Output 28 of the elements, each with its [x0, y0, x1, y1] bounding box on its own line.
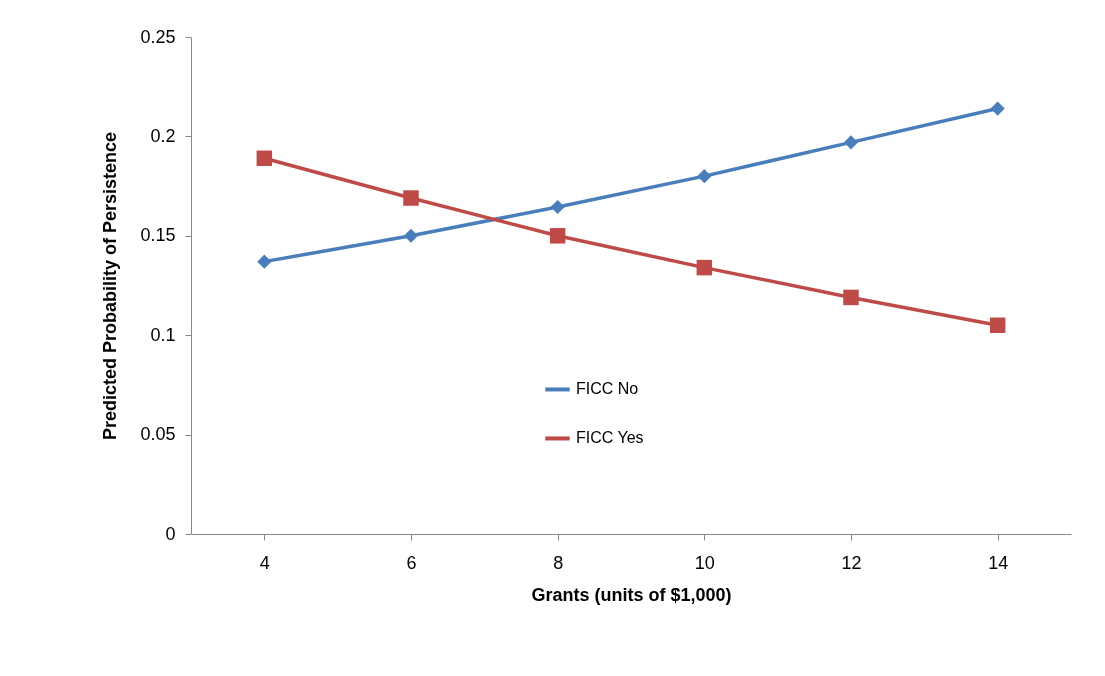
y-tick-label: 0.2 [150, 125, 176, 146]
y-tick-label: 0.15 [140, 225, 176, 246]
point [990, 101, 1005, 116]
legend-label: FICC Yes [576, 429, 644, 447]
point [843, 289, 859, 306]
point [550, 199, 565, 215]
x-tick-label: 6 [406, 552, 417, 573]
y-tick-label: 0.05 [140, 424, 176, 445]
x-tick-label: 4 [259, 552, 270, 573]
point [843, 135, 859, 150]
point [697, 169, 712, 184]
point [549, 228, 566, 244]
y-tick-label: 0.25 [140, 26, 176, 47]
x-tick-label: 8 [553, 552, 564, 573]
x-tick-label: 12 [841, 552, 862, 573]
y-tick-label: 0.1 [150, 324, 176, 345]
x-tick-label: 14 [988, 552, 1009, 573]
x-tick-label: 10 [694, 552, 715, 573]
point [256, 150, 273, 167]
point [989, 317, 1006, 334]
point [403, 190, 419, 206]
x-axis-title: Grants (units of $1,000) [531, 584, 732, 605]
point [403, 228, 419, 243]
y-axis-title: Predicted Probability of Persistence [100, 131, 121, 441]
point [696, 259, 713, 276]
legend-label: FICC No [576, 380, 639, 398]
point [257, 254, 272, 269]
y-tick-label: 0 [165, 523, 176, 544]
